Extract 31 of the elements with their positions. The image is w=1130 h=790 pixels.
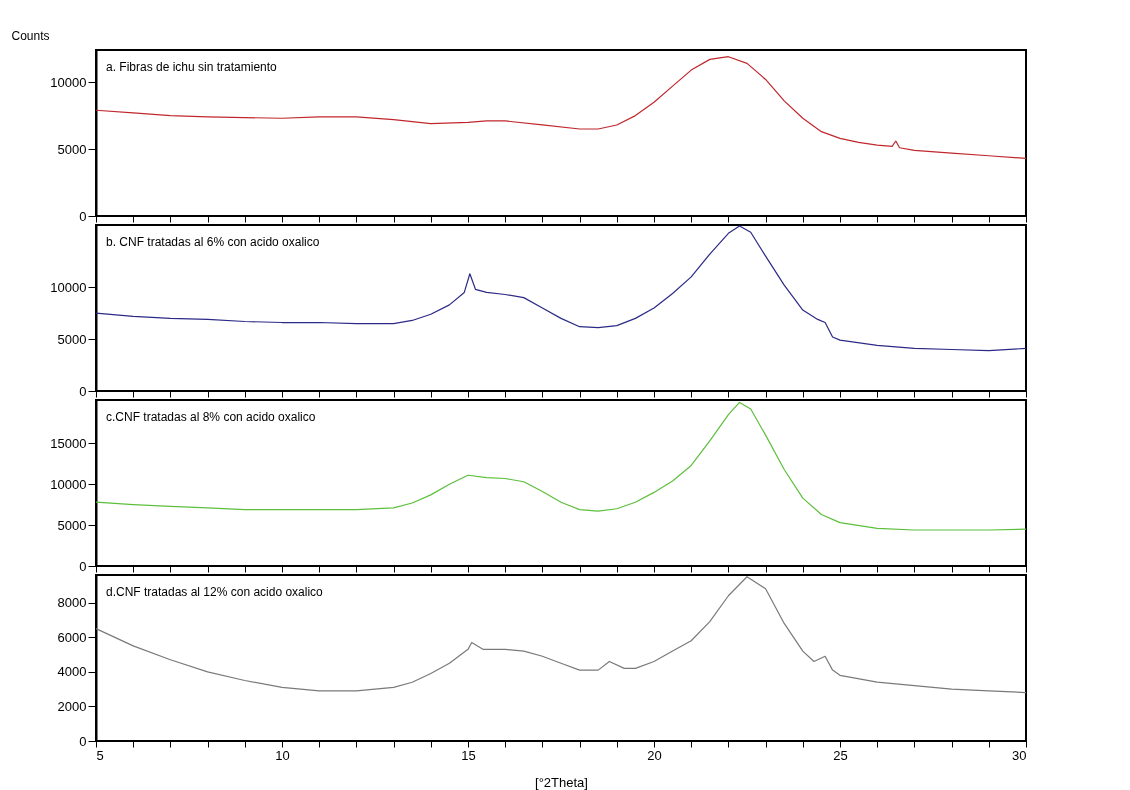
x-tick-label: 5	[96, 747, 104, 763]
annotation: a. Fibras de ichu sin tratamiento	[106, 60, 278, 74]
x-tick-label: 30	[1012, 747, 1027, 763]
y-tick-label: 6000	[57, 629, 87, 645]
y-tick-label: 2000	[57, 698, 87, 714]
y-tick-label: 10000	[50, 476, 87, 492]
y-tick-label: 5000	[57, 331, 87, 347]
x-tick-label: 10	[275, 747, 290, 763]
y-tick-label: 0	[79, 208, 87, 224]
x-tick-label: 15	[461, 747, 476, 763]
y-tick-label: 0	[79, 733, 87, 749]
y-tick-label: 10000	[50, 74, 87, 90]
y-tick-label: 15000	[50, 435, 87, 451]
y-tick-label: 5000	[57, 141, 87, 157]
x-tick-label: 20	[647, 747, 662, 763]
x-tick-label: 25	[833, 747, 848, 763]
line-series	[95, 401, 1027, 531]
x-axis-title: [°2Theta]	[535, 774, 588, 790]
line-series	[95, 56, 1027, 160]
y-tick-label: 8000	[57, 595, 87, 611]
y-tick-label: 5000	[57, 517, 87, 533]
annotation: b. CNF tratadas al 6% con acido oxalico	[106, 235, 320, 249]
y-axis-title: Counts	[11, 28, 50, 43]
line-series	[95, 225, 1027, 352]
line-series	[95, 576, 1027, 694]
y-tick-label: 4000	[57, 664, 87, 680]
annotation: d.CNF tratadas al 12% con acido oxalico	[106, 585, 324, 599]
y-tick-label: 10000	[50, 279, 87, 295]
y-tick-label: 0	[79, 383, 87, 399]
annotation: c.CNF tratadas al 8% con acido oxalico	[106, 410, 316, 424]
y-tick-label: 0	[79, 558, 87, 574]
